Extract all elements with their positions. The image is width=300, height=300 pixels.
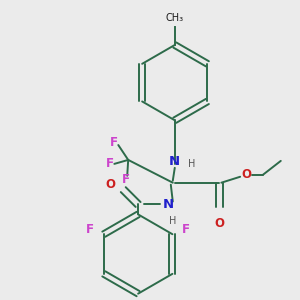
Text: N: N: [162, 198, 173, 211]
Text: O: O: [105, 178, 115, 191]
Text: N: N: [169, 155, 180, 168]
Text: F: F: [110, 136, 118, 148]
Text: O: O: [214, 218, 224, 230]
Text: O: O: [241, 168, 251, 181]
Text: F: F: [122, 173, 130, 186]
Text: CH₃: CH₃: [166, 13, 184, 23]
Text: F: F: [106, 158, 114, 170]
Text: F: F: [182, 223, 190, 236]
Text: F: F: [86, 223, 94, 236]
Text: H: H: [169, 216, 176, 226]
Text: H: H: [188, 159, 195, 169]
